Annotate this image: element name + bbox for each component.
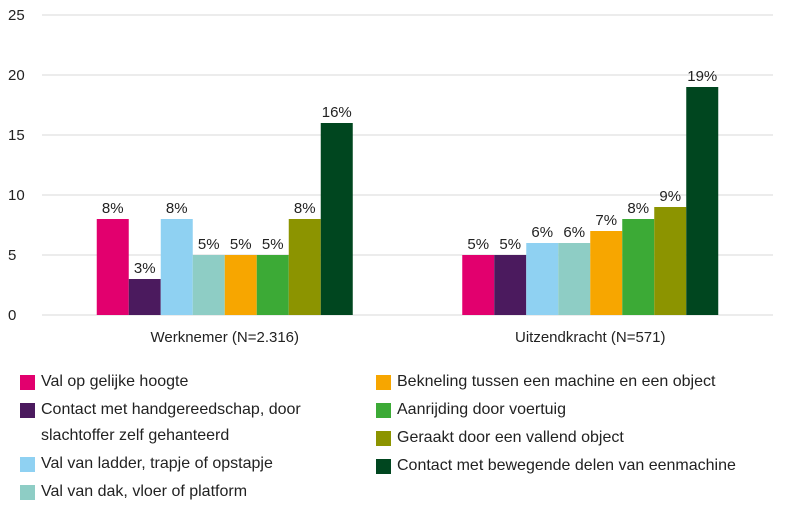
legend-label: Val van dak, vloer of platform [41,483,248,500]
bar [320,123,353,315]
x-tick-label: Werknemer (N=2.316) [150,329,299,346]
bar [96,219,129,315]
legend-label: Bekneling tussen een machine en een obje… [397,373,716,390]
value-label: 7% [595,212,617,229]
value-label: 5% [499,236,521,253]
y-tick-label: 20 [8,67,25,84]
value-label: 8% [627,200,649,217]
value-label: 5% [198,236,220,253]
value-label: 6% [531,224,553,241]
value-label: 8% [102,200,124,217]
bar [590,231,623,315]
legend-label: Contact met handgereedschap, door slacht… [41,401,301,444]
legend-item: Contact met handgereedschap, door slacht… [20,397,365,449]
value-label: 19% [687,68,717,85]
value-label: 8% [166,200,188,217]
legend-label: Aanrijding door voertuig [397,401,566,418]
legend-item: Contact met bewegende delen van eenmachi… [376,453,811,479]
value-label: 5% [467,236,489,253]
legend-swatch [376,459,391,474]
legend-item: Val van dak, vloer of platform [20,479,365,505]
value-label: 16% [322,104,352,121]
legend-item: Bekneling tussen een machine en een obje… [376,369,811,395]
legend-label: Val op gelijke hoogte [41,373,189,390]
value-label: 5% [262,236,284,253]
legend-item: Val op gelijke hoogte [20,369,365,395]
bar [654,207,687,315]
y-tick-label: 25 [8,7,25,24]
legend: Bekneling tussen een machine en een obje… [376,369,811,481]
legend-swatch [376,431,391,446]
legend: Val op gelijke hoogte Contact met handger… [20,369,365,507]
value-label: 5% [230,236,252,253]
legend-swatch [20,457,35,472]
y-tick-label: 15 [8,127,25,144]
x-tick-label: Uitzendkracht (N=571) [515,329,665,346]
bar [558,243,591,315]
chart: 0 5 10 15 20 25 Werknemer (N=2.316) 8% 3% 8% 5% 5% 5… [8,7,773,346]
legend-swatch [20,485,35,500]
value-label: 6% [563,224,585,241]
legend-swatch [20,403,35,418]
legend-swatch [376,403,391,418]
legend-swatch [20,375,35,390]
y-tick-label: 10 [8,187,25,204]
bar [128,279,161,315]
bar [192,255,225,315]
legend-item: Aanrijding door voertuig [376,397,811,423]
bar [526,243,559,315]
y-tick-label: 5 [8,247,16,264]
legend-swatch [376,375,391,390]
legend-label: Val van ladder, trapje of opstapje [41,455,273,472]
legend-label: Geraakt door een vallend object [397,429,624,446]
legend-item: Geraakt door een vallend object [376,425,811,451]
bar [622,219,655,315]
value-label: 8% [294,200,316,217]
bar [288,219,321,315]
bar [160,219,193,315]
legend-label: Contact met bewegende delen van eenmachi… [397,457,736,474]
y-tick-label: 0 [8,307,16,324]
value-label: 9% [659,188,681,205]
bar [494,255,527,315]
bar [224,255,257,315]
bar [462,255,495,315]
legend-item: Val van ladder, trapje of opstapje [20,451,365,477]
value-label: 3% [134,260,156,277]
bar [256,255,289,315]
bar [686,87,719,315]
